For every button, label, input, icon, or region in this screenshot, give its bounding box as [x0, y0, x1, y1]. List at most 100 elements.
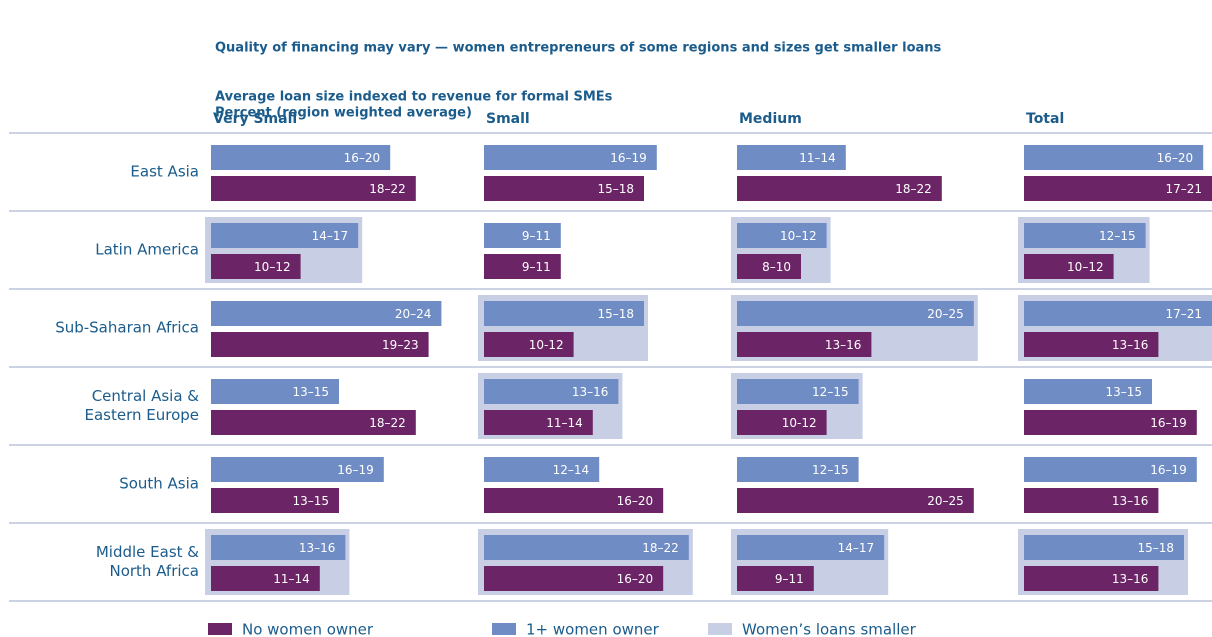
bar-label: 12–15: [1099, 229, 1136, 243]
bar-label: 18–22: [895, 182, 932, 196]
bar: [484, 410, 593, 435]
bar: [484, 145, 657, 170]
chart-title: Quality of financing may vary — women en…: [215, 41, 942, 56]
bar: [1024, 176, 1212, 201]
bar: [484, 488, 664, 513]
bar-label: 19–23: [382, 338, 419, 352]
bar: [737, 488, 974, 513]
region-label: Latin America: [95, 240, 199, 259]
bar: [484, 176, 644, 201]
bar: [1024, 488, 1159, 513]
bar: [484, 332, 574, 357]
bar: [737, 223, 827, 248]
bar: [1024, 379, 1152, 404]
panel-label: Small: [486, 111, 530, 127]
bar-label: 17–21: [1165, 307, 1202, 321]
bar: [1024, 223, 1146, 248]
bar-label: 14–17: [838, 541, 875, 555]
bar-label: 10–12: [780, 229, 817, 243]
bar: [1024, 535, 1184, 560]
panel-label: Very Small: [213, 111, 297, 127]
bar-label: 15–18: [597, 307, 634, 321]
bar: [737, 535, 885, 560]
bar: [1024, 332, 1159, 357]
bar-label: 20–25: [927, 494, 964, 508]
bar-label: 10–12: [1067, 260, 1104, 274]
bar-label: 20–25: [927, 307, 964, 321]
legend-swatch: [708, 623, 732, 635]
bar-label: 9–11: [775, 572, 804, 586]
bar-label: 11–14: [799, 151, 836, 165]
bar: [484, 379, 619, 404]
bar-label: 13–15: [1105, 385, 1142, 399]
bar: [737, 379, 859, 404]
bar-label: 9–11: [522, 260, 551, 274]
bar-label: 16–20: [617, 572, 654, 586]
region-label: Sub-Saharan Africa: [55, 318, 199, 337]
bar: [737, 301, 974, 326]
bar-label: 10-12: [529, 338, 564, 352]
legend-label: Women’s loans smaller: [742, 621, 917, 637]
bar-label: 16–20: [617, 494, 654, 508]
bar: [737, 457, 859, 482]
legend-label: No women owner: [242, 621, 374, 637]
bar-label: 15–18: [1137, 541, 1174, 555]
bar: [1024, 457, 1197, 482]
bar-label: 17–21: [1165, 182, 1202, 196]
bar-label: 18–22: [369, 416, 406, 430]
bar: [484, 223, 561, 248]
bar-label: 14–17: [312, 229, 349, 243]
bar: [211, 410, 416, 435]
bar: [737, 254, 801, 279]
bar-label: 13–15: [292, 385, 329, 399]
bar-label: 12–14: [553, 463, 590, 477]
bar: [737, 566, 814, 591]
bar: [484, 457, 600, 482]
bar-label: 11–14: [546, 416, 583, 430]
bar-label: 11–14: [273, 572, 310, 586]
bar: [737, 176, 942, 201]
bar-label: 13–16: [1112, 338, 1149, 352]
bar-label: 13–16: [572, 385, 609, 399]
panel-label: Total: [1026, 111, 1064, 127]
bar-label: 16–19: [337, 463, 374, 477]
bar: [737, 410, 827, 435]
bar: [1024, 410, 1197, 435]
region-label: South Asia: [119, 474, 199, 493]
bar-label: 13–16: [1112, 572, 1149, 586]
bar: [211, 535, 346, 560]
chart-subtitle: Percent (region weighted average): [215, 106, 472, 121]
bar-label: 16–19: [1150, 463, 1187, 477]
region-label: Middle East & North Africa: [95, 543, 199, 580]
bar-label: 18–22: [369, 182, 406, 196]
bar-label: 18–22: [642, 541, 679, 555]
region-label: Central Asia & Eastern Europe: [84, 387, 199, 424]
bar: [211, 457, 384, 482]
bar-label: 13–15: [292, 494, 329, 508]
bar: [211, 488, 339, 513]
bar: [737, 332, 872, 357]
bar-label: 10-12: [782, 416, 817, 430]
bar: [211, 223, 359, 248]
bar-label: 13–16: [299, 541, 336, 555]
bar: [737, 145, 846, 170]
bar: [484, 535, 689, 560]
bar-label: 16–19: [1150, 416, 1187, 430]
chart-subtitle: Average loan size indexed to revenue for…: [215, 90, 613, 105]
bar: [211, 566, 320, 591]
region-label: East Asia: [130, 162, 199, 181]
bar: [211, 301, 442, 326]
bar-label: 10–12: [254, 260, 291, 274]
bar-label: 15–18: [597, 182, 634, 196]
bar-label: 20–24: [395, 307, 432, 321]
bar-label: 8–10: [762, 260, 791, 274]
bar-label: 16–20: [1157, 151, 1194, 165]
bar: [484, 254, 561, 279]
bar: [1024, 566, 1159, 591]
legend-swatch: [208, 623, 232, 635]
bar-label: 9–11: [522, 229, 551, 243]
bar-label: 13–16: [1112, 494, 1149, 508]
bar: [211, 254, 301, 279]
